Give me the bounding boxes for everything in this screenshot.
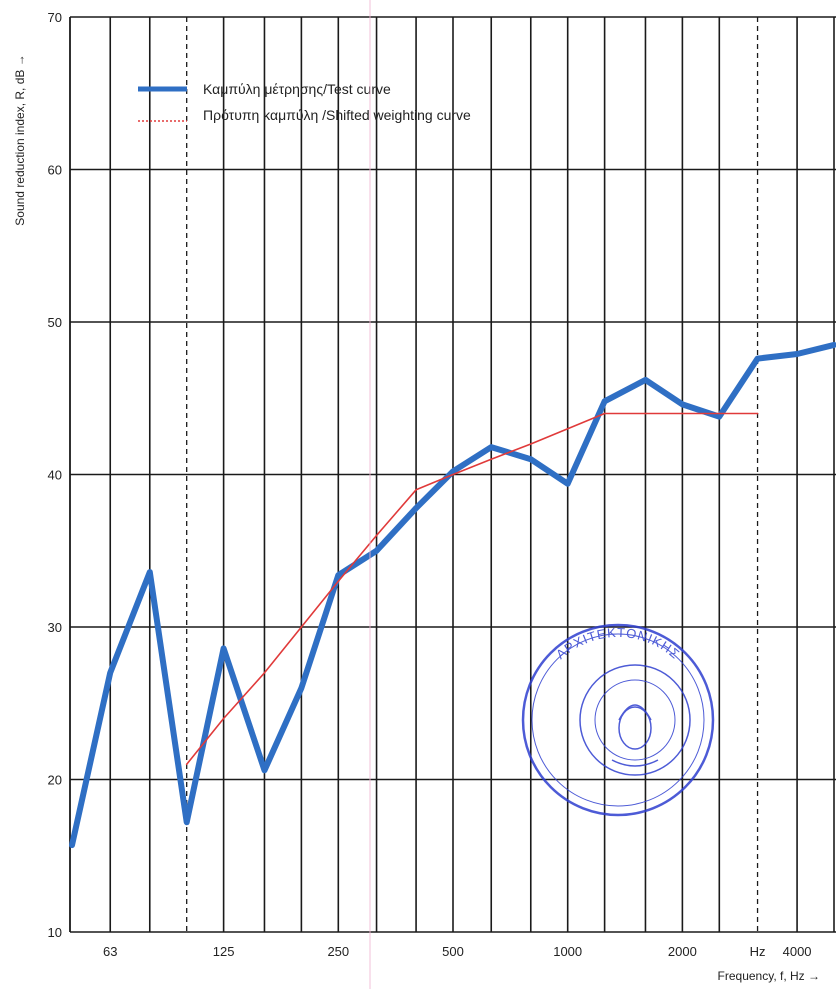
data-point-test-curve — [108, 671, 112, 675]
institution-seal-stamp: ΑΡΧΙΤΕΚΤΟΝΙΚΗΣ — [521, 623, 715, 817]
data-point-weighting-curve — [263, 671, 266, 674]
data-point-test-curve — [529, 457, 533, 461]
y-tick-label: 50 — [48, 315, 62, 330]
data-point-test-curve — [375, 549, 379, 553]
data-point-test-curve — [566, 482, 570, 486]
data-point-test-curve — [489, 445, 493, 449]
legend: Καμπύλη μέτρησης/Test curve Πρότυπη καμπ… — [138, 81, 471, 123]
x-tick-label: Hz — [750, 944, 766, 959]
x-tick-label: 1000 — [553, 944, 582, 959]
x-tick-label: 4000 — [783, 944, 812, 959]
data-point-weighting-curve — [644, 412, 647, 415]
x-tick-label: 500 — [442, 944, 464, 959]
data-point-test-curve — [222, 646, 226, 650]
data-point-test-curve — [336, 573, 340, 577]
y-tick-label: 20 — [48, 773, 62, 788]
data-point-test-curve — [148, 570, 152, 574]
x-tick-label: 250 — [327, 944, 349, 959]
data-point-test-curve — [262, 768, 266, 772]
x-tick-label: 125 — [213, 944, 235, 959]
data-point-test-curve — [680, 402, 684, 406]
data-point-test-curve — [185, 820, 189, 824]
x-axis-label: Frequency, f, Hz → — [718, 969, 820, 983]
data-point-test-curve — [451, 469, 455, 473]
grid — [69, 16, 836, 933]
data-point-test-curve — [299, 686, 303, 690]
data-point-weighting-curve — [185, 763, 188, 766]
y-tick-label: 30 — [48, 620, 62, 635]
data-point-weighting-curve — [415, 488, 417, 491]
data-point-test-curve — [832, 343, 836, 347]
data-point-weighting-curve — [529, 443, 532, 445]
y-tick-label: 40 — [48, 468, 62, 483]
data-point-weighting-curve — [490, 458, 493, 461]
series-line-weighting-curve — [185, 412, 759, 766]
labels-layer: 10 20 30 40 50 60 70 63 125 250 500 1000 2000 Hz 4000 — [48, 10, 812, 959]
data-point-test-curve — [414, 506, 418, 510]
data-point-test-curve — [756, 357, 760, 361]
data-point-weighting-curve — [718, 412, 721, 415]
stamp-face-icon — [618, 706, 652, 750]
data-point-weighting-curve — [756, 412, 759, 415]
data-point-weighting-curve — [452, 473, 454, 476]
x-tick-label: 63 — [103, 944, 117, 959]
y-axis-label: Sound reduction index, R, dB → — [13, 54, 27, 225]
y-tick-label: 70 — [48, 10, 62, 25]
data-point-test-curve — [717, 415, 721, 419]
data-point-test-curve — [643, 378, 647, 382]
data-point-test-curve — [70, 843, 74, 847]
x-tick-label: 2000 — [668, 944, 697, 959]
data-point-weighting-curve — [222, 717, 225, 720]
y-tick-label: 10 — [48, 925, 62, 940]
legend-label-test-curve: Καμπύλη μέτρησης/Test curve — [203, 81, 391, 97]
y-tick-label: 60 — [48, 163, 62, 178]
data-point-weighting-curve — [681, 412, 684, 415]
data-point-test-curve — [795, 352, 799, 356]
data-point-weighting-curve — [566, 427, 569, 430]
data-point-weighting-curve — [337, 580, 340, 583]
legend-label-weighting-curve: Πρότυπη καμπύλη /Shifted weighting curve — [203, 107, 471, 123]
data-point-weighting-curve — [300, 626, 303, 628]
data-point-weighting-curve — [375, 534, 378, 537]
series-layer — [69, 341, 836, 849]
data-point-weighting-curve — [603, 412, 606, 415]
stamp-text: ΑΡΧΙΤΕΚΤΟΝΙΚΗΣ — [553, 625, 683, 662]
data-point-test-curve — [603, 399, 607, 403]
